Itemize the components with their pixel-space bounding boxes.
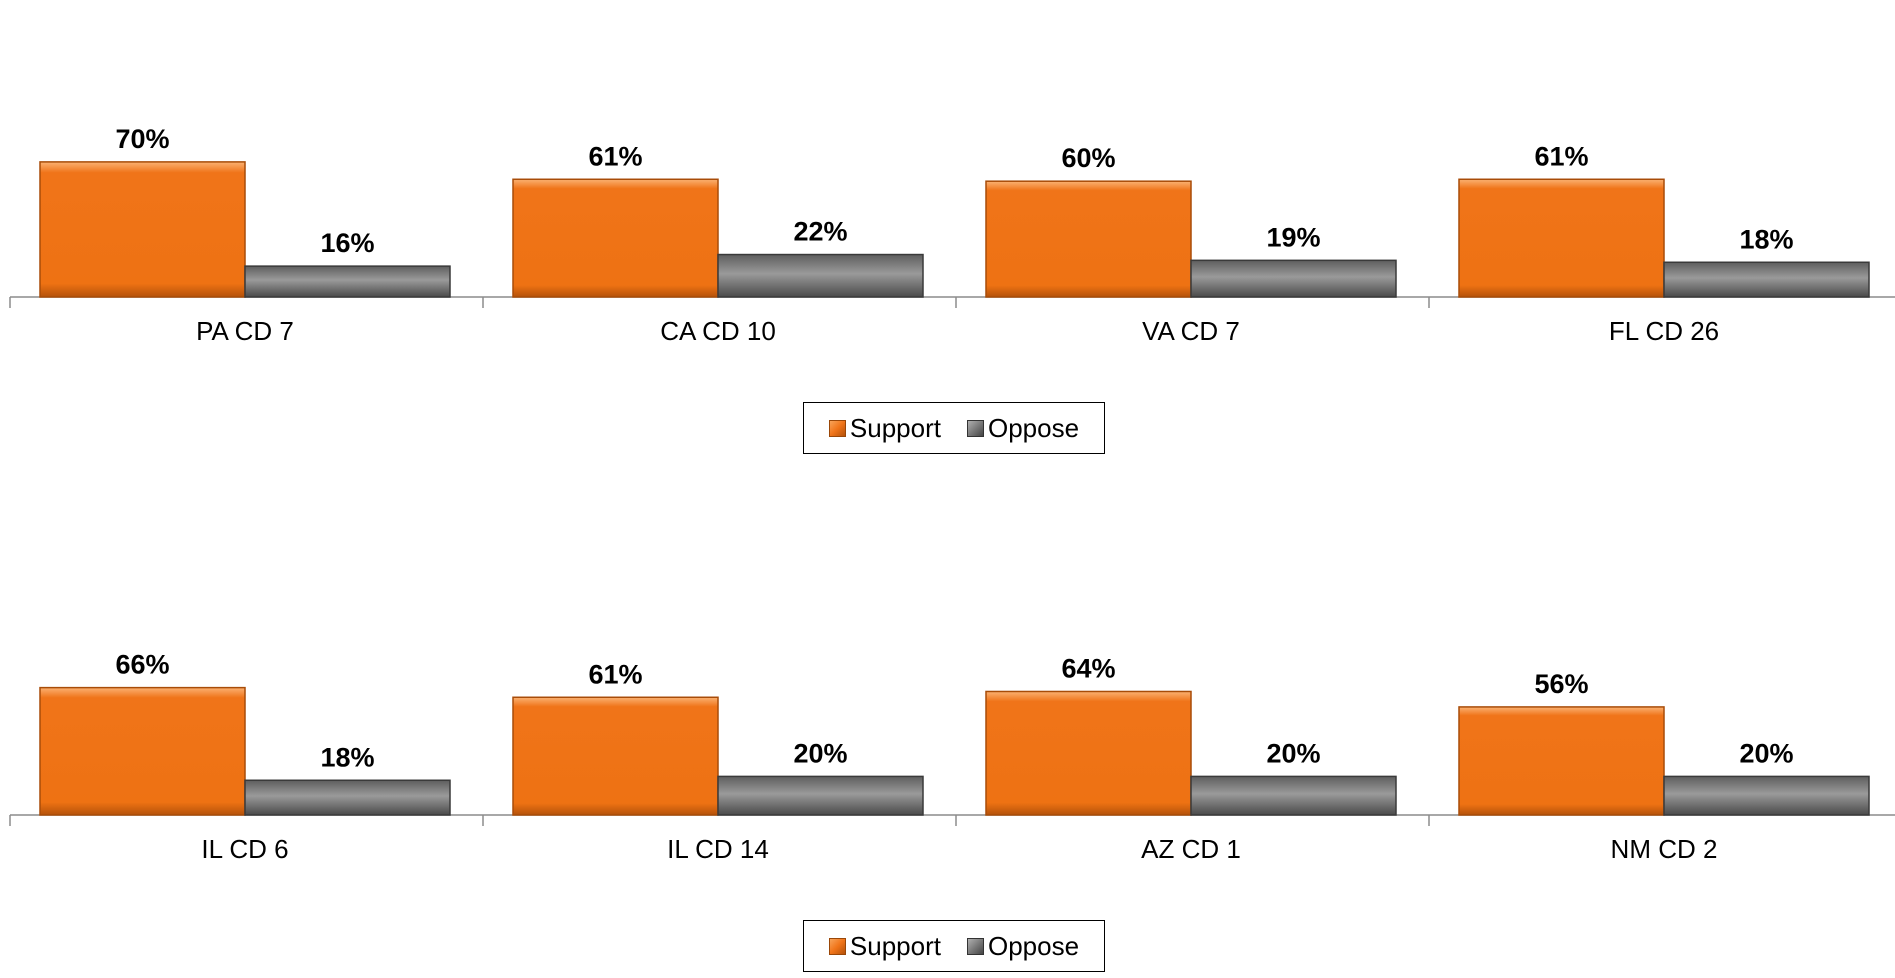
oppose-bar (1190, 775, 1397, 816)
category-label: IL CD 14 (667, 834, 769, 864)
oppose-swatch-icon (967, 419, 984, 437)
legend-label-oppose: Oppose (988, 930, 1080, 961)
oppose-value-label: 20% (1739, 738, 1793, 768)
oppose-bar (244, 779, 451, 816)
oppose-value-label: 20% (1266, 738, 1320, 768)
legend-top: Support Oppose (803, 402, 1105, 454)
oppose-bar (244, 265, 451, 298)
chart-bottom-plot: 66% 18% IL CD 6 61% 20% IL CD 14 64% 20% AZ CD 1… (9, 650, 1895, 864)
support-bar (512, 696, 719, 816)
oppose-bar (1663, 261, 1870, 298)
oppose-value-label: 16% (320, 228, 374, 258)
support-bar (39, 161, 246, 298)
legend-item-support: Support (828, 930, 941, 962)
support-value-label: 61% (1534, 141, 1588, 171)
oppose-swatch-icon (967, 937, 984, 955)
category-label: AZ CD 1 (1141, 834, 1241, 864)
support-swatch-icon (828, 419, 846, 437)
support-value-label: 61% (588, 659, 642, 689)
support-bar (985, 690, 1192, 816)
support-value-label: 70% (115, 124, 169, 154)
support-bar (1458, 178, 1665, 298)
legend-item-oppose: Oppose (967, 931, 1079, 962)
oppose-bar (717, 775, 924, 816)
support-swatch-icon (828, 937, 846, 955)
oppose-bar (717, 253, 924, 298)
support-bar (985, 180, 1192, 298)
category-label: FL CD 26 (1609, 316, 1719, 346)
chart-top: 70% 16% PA CD 7 61% 22% CA CD 10 60% 19% VA CD 7… (0, 0, 1895, 460)
legend-item-support: Support (828, 412, 941, 444)
category-label: CA CD 10 (660, 316, 776, 346)
support-bar (39, 686, 246, 816)
oppose-value-label: 20% (793, 738, 847, 768)
oppose-value-label: 19% (1266, 222, 1320, 252)
oppose-bar (1190, 259, 1397, 298)
support-bar (512, 178, 719, 298)
support-value-label: 60% (1061, 143, 1115, 173)
legend-label-oppose: Oppose (988, 412, 1080, 443)
support-bar (1458, 706, 1665, 816)
category-label: NM CD 2 (1611, 834, 1718, 864)
support-value-label: 66% (115, 650, 169, 680)
legend-item-oppose: Oppose (967, 413, 1079, 444)
oppose-value-label: 18% (1739, 224, 1793, 254)
legend-label-support: Support (849, 412, 941, 443)
oppose-value-label: 18% (320, 742, 374, 772)
chart-top-plot: 70% 16% PA CD 7 61% 22% CA CD 10 60% 19% VA CD 7… (9, 124, 1895, 346)
oppose-bar (1663, 775, 1870, 816)
chart-bottom: 66% 18% IL CD 6 61% 20% IL CD 14 64% 20% AZ CD 1… (0, 518, 1895, 978)
category-label: IL CD 6 (201, 834, 288, 864)
support-value-label: 56% (1534, 669, 1588, 699)
support-value-label: 61% (588, 141, 642, 171)
oppose-value-label: 22% (793, 217, 847, 247)
category-label: PA CD 7 (196, 316, 294, 346)
support-value-label: 64% (1061, 653, 1115, 683)
category-label: VA CD 7 (1142, 316, 1240, 346)
legend-bottom: Support Oppose (803, 920, 1105, 972)
legend-label-support: Support (849, 930, 941, 961)
